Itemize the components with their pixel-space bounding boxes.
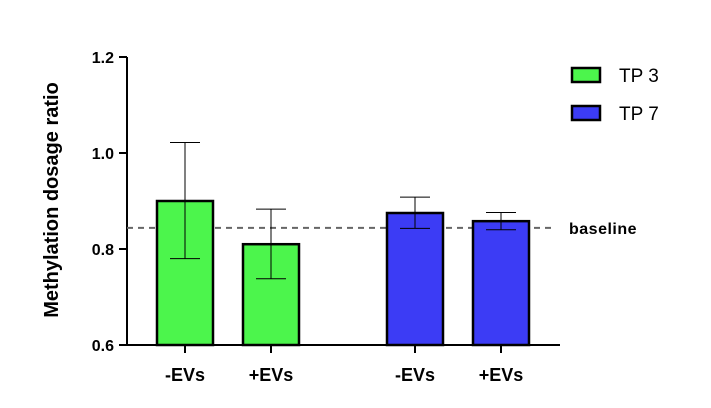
legend-swatch — [570, 104, 602, 122]
legend-swatch — [570, 66, 602, 84]
y-tick-label: 1.0 — [92, 146, 114, 163]
legend-label: TP 7 — [619, 104, 659, 125]
legend-label: TP 3 — [619, 66, 659, 87]
y-axis-title: Methylation dosage ratio — [41, 82, 63, 318]
x-tick-label: +EVs — [249, 365, 294, 385]
x-tick-label: -EVs — [395, 365, 435, 385]
y-tick-label: 1.2 — [92, 50, 114, 67]
y-tick-label: 0.8 — [92, 242, 114, 259]
baseline-label: baseline — [569, 221, 637, 238]
labels: 0.6 0.8 1.0 1.2 -EVs +EVs -EVs +EVs baseline — [92, 50, 637, 385]
bar — [385, 211, 445, 347]
y-tick-label: 0.6 — [92, 338, 114, 355]
x-tick-label: -EVs — [165, 365, 205, 385]
error-bars — [170, 141, 516, 280]
legend: TP 3 TP 7 — [570, 66, 659, 125]
x-tick-label: +EVs — [479, 365, 524, 385]
bar — [471, 219, 531, 347]
bars — [155, 199, 531, 347]
